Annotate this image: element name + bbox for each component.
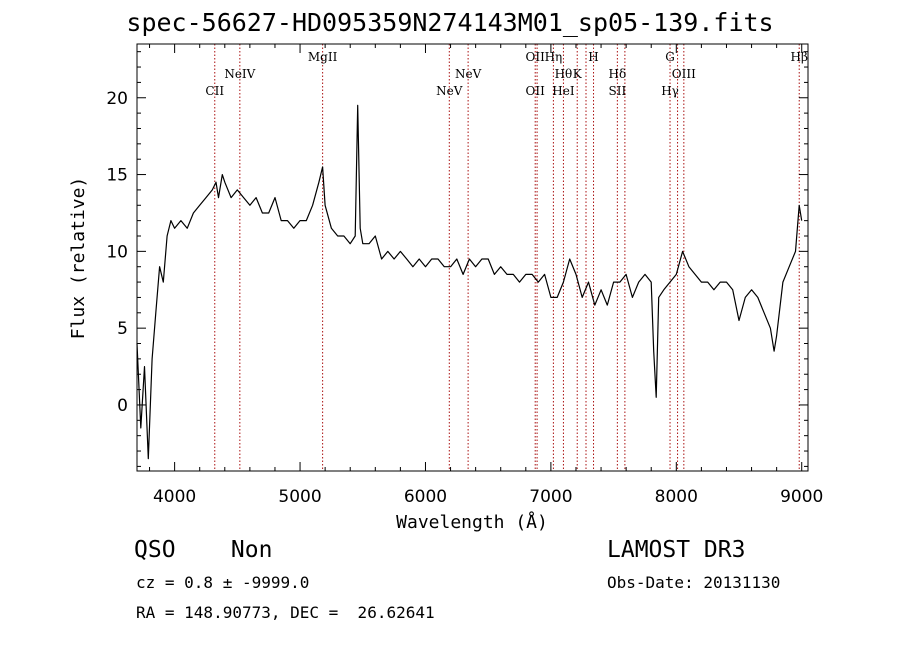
x-tick-label: 4000 bbox=[153, 487, 196, 507]
line-label-upper: G bbox=[665, 50, 675, 64]
y-axis-label: Flux (relative) bbox=[68, 177, 89, 340]
y-tick-label: 20 bbox=[106, 89, 128, 109]
line-label-lower: Hγ bbox=[661, 84, 679, 98]
line-label-upper: Hβ bbox=[791, 50, 808, 64]
line-label-upper: Hδ bbox=[609, 67, 627, 81]
y-tick-label: 5 bbox=[117, 319, 128, 339]
line-label-upper: OII bbox=[526, 50, 546, 64]
observation-date: Obs-Date: 20131130 bbox=[607, 573, 781, 592]
plot-frame bbox=[136, 43, 809, 472]
x-axis-label: Wavelength (Å) bbox=[396, 511, 548, 533]
spectrum-series bbox=[136, 104, 803, 460]
line-label-upper: NeIV bbox=[224, 67, 255, 81]
spectrum-line bbox=[136, 104, 803, 460]
emission-line-labels: CIINeIVMgIINeVNeVOIIOIIHηHθHeIKHHδSIIGHγ… bbox=[205, 50, 808, 98]
line-label-lower: CII bbox=[205, 84, 224, 98]
line-label-upper: K bbox=[573, 67, 583, 81]
object-class: QSO Non bbox=[134, 537, 273, 563]
line-label-lower: HeI bbox=[552, 84, 575, 98]
survey-name: LAMOST DR3 bbox=[607, 537, 746, 563]
chart-title: spec-56627-HD095359N274143M01_sp05-139.f… bbox=[126, 8, 774, 37]
x-tick-label: 9000 bbox=[780, 487, 823, 507]
line-label-upper: H bbox=[588, 50, 598, 64]
line-label-upper: NeV bbox=[455, 67, 482, 81]
x-tick-label: 5000 bbox=[278, 487, 321, 507]
line-label-lower: NeV bbox=[436, 84, 463, 98]
line-label-lower: SII bbox=[609, 84, 627, 98]
y-tick-label: 15 bbox=[106, 166, 128, 186]
line-label-upper: MgII bbox=[308, 50, 338, 64]
x-axis-ticks: 4000 5000 6000 7000 8000 9000 bbox=[149, 44, 823, 507]
x-tick-label: 8000 bbox=[655, 487, 698, 507]
line-label-lower: OII bbox=[526, 84, 546, 98]
y-axis-ticks: 0 5 10 15 20 bbox=[106, 51, 808, 467]
redshift-readout: cz = 0.8 ± -9999.0 bbox=[136, 573, 310, 592]
line-label-upper: OIII bbox=[672, 67, 696, 81]
x-tick-label: 6000 bbox=[404, 487, 447, 507]
line-label-upper: Hη bbox=[545, 50, 563, 64]
emission-line-markers bbox=[214, 44, 800, 471]
coordinates-readout: RA = 148.90773, DEC = 26.62641 bbox=[136, 603, 435, 622]
x-tick-label: 7000 bbox=[529, 487, 572, 507]
y-tick-label: 0 bbox=[117, 396, 128, 416]
line-label-upper: Hθ bbox=[555, 67, 573, 81]
y-tick-label: 10 bbox=[106, 242, 128, 262]
